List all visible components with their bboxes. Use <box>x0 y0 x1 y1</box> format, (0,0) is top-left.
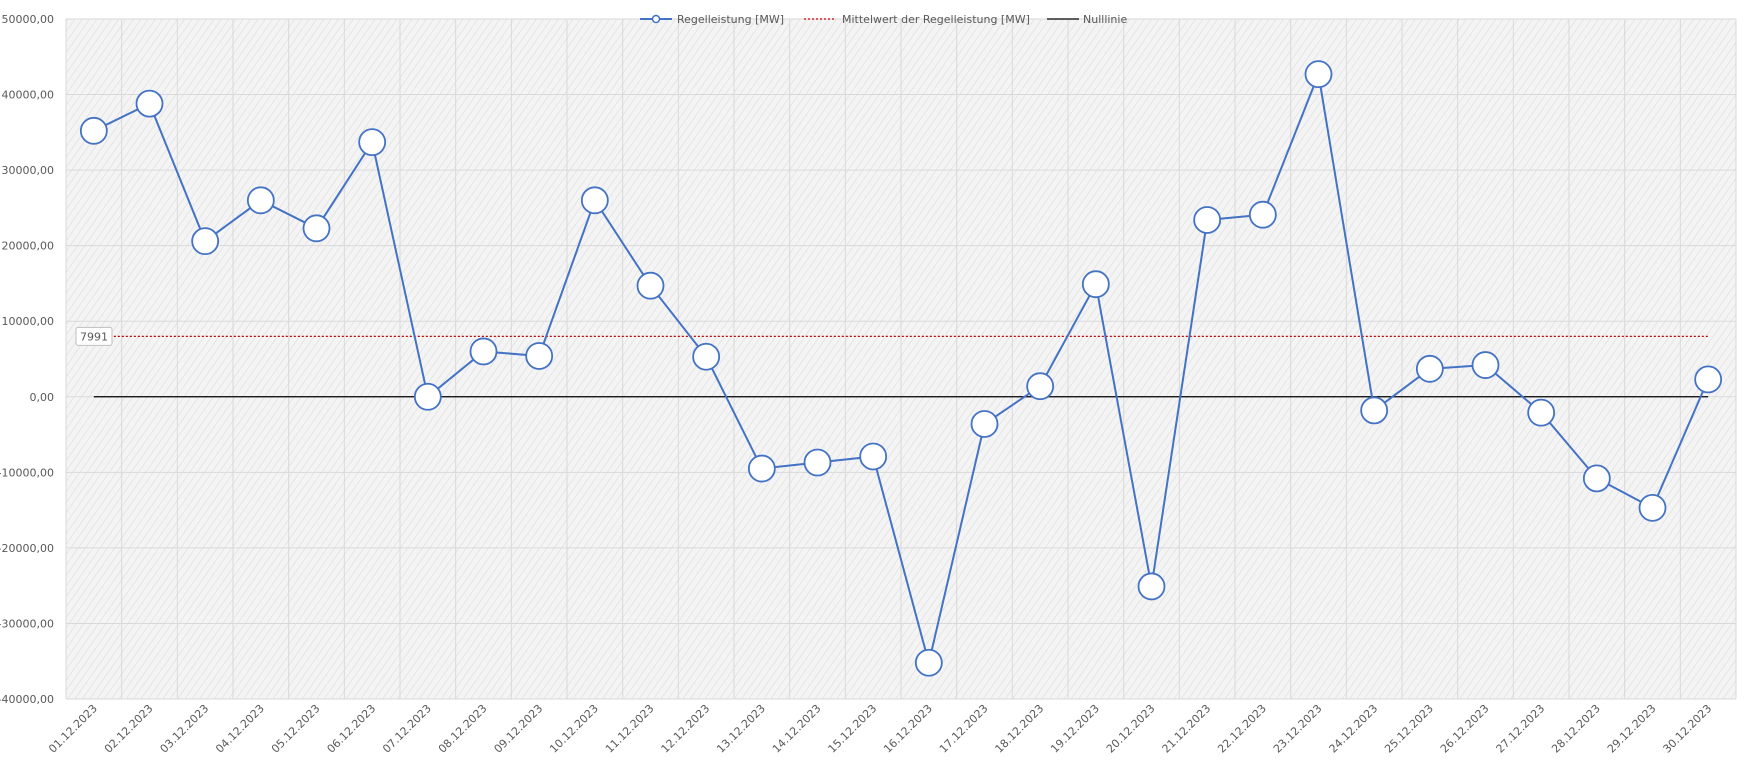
x-tick-label: 01.12.2023 <box>46 702 100 756</box>
y-tick-label: -40000,00 <box>0 693 54 706</box>
x-tick-label: 17.12.2023 <box>937 702 991 756</box>
data-point <box>803 448 832 477</box>
y-tick-label: -10000,00 <box>0 466 54 479</box>
data-point <box>135 89 164 118</box>
x-tick-label: 18.12.2023 <box>993 702 1047 756</box>
x-tick-label: 22.12.2023 <box>1215 702 1269 756</box>
x-tick-label: 07.12.2023 <box>380 702 434 756</box>
data-point <box>1026 372 1055 401</box>
x-tick-label: 13.12.2023 <box>714 702 768 756</box>
data-point <box>1694 365 1723 394</box>
y-axis: 50000,00 40000,00 30000,00 20000,00 10000,00… <box>0 13 54 706</box>
data-point <box>1471 351 1500 379</box>
data-point <box>914 648 943 677</box>
data-point <box>1582 464 1611 493</box>
data-point <box>246 186 275 215</box>
x-tick-label: 30.12.2023 <box>1661 702 1715 756</box>
y-tick-label: 10000,00 <box>2 315 55 328</box>
x-tick-label: 08.12.2023 <box>436 702 490 756</box>
data-point <box>580 186 609 215</box>
data-point <box>1193 206 1222 234</box>
x-tick-label: 02.12.2023 <box>102 702 156 756</box>
x-tick-label: 26.12.2023 <box>1438 702 1492 756</box>
y-tick-label: 40000,00 <box>2 89 55 102</box>
x-tick-label: 23.12.2023 <box>1271 702 1325 756</box>
data-point <box>747 454 776 483</box>
x-tick-label: 06.12.2023 <box>325 702 379 756</box>
data-point <box>1081 270 1110 299</box>
y-tick-label: 30000,00 <box>2 164 55 177</box>
mean-label-box <box>75 326 113 346</box>
x-axis: 01.12.2023 02.12.2023 03.12.2023 04.12.2023… <box>46 702 1714 756</box>
data-point <box>525 342 554 370</box>
x-tick-label: 11.12.2023 <box>603 702 657 756</box>
legend-label-mean: Mittelwert der Regelleistung [MW] <box>842 13 1030 26</box>
x-tick-label: 03.12.2023 <box>158 702 212 756</box>
x-tick-label: 04.12.2023 <box>213 702 267 756</box>
data-point <box>469 337 498 366</box>
data-point <box>358 128 387 157</box>
data-point <box>191 227 220 256</box>
data-point <box>1304 60 1333 89</box>
data-point <box>636 271 665 300</box>
x-tick-label: 05.12.2023 <box>269 702 323 756</box>
x-tick-label: 20.12.2023 <box>1104 702 1158 756</box>
data-point <box>1527 398 1556 427</box>
x-tick-label: 14.12.2023 <box>770 702 824 756</box>
y-tick-label: 20000,00 <box>2 240 55 253</box>
x-tick-label: 25.12.2023 <box>1382 702 1436 756</box>
y-tick-label: 0,00 <box>30 391 55 404</box>
x-tick-label: 24.12.2023 <box>1327 702 1381 756</box>
x-tick-label: 27.12.2023 <box>1494 702 1548 756</box>
x-tick-label: 10.12.2023 <box>547 702 601 756</box>
data-point <box>302 214 331 243</box>
x-tick-label: 09.12.2023 <box>492 702 546 756</box>
x-tick-label: 28.12.2023 <box>1549 702 1603 756</box>
mean-data-label: 7991 <box>80 330 108 343</box>
data-point <box>1415 354 1444 383</box>
data-point <box>692 342 721 371</box>
data-point <box>970 410 999 438</box>
legend: Regelleistung [MW] Mittelwert der Regelle… <box>640 13 1127 26</box>
data-point <box>1360 396 1389 425</box>
data-points <box>79 60 1723 677</box>
data-point <box>1248 200 1277 229</box>
x-tick-label: 16.12.2023 <box>881 702 935 756</box>
y-tick-label: -20000,00 <box>0 542 54 555</box>
x-tick-label: 19.12.2023 <box>1048 702 1102 756</box>
y-tick-label: -30000,00 <box>0 617 54 630</box>
gridlines <box>65 18 1737 700</box>
data-point <box>1638 493 1667 522</box>
y-tick-label: 50000,00 <box>2 13 55 26</box>
legend-label-zero: Nulllinie <box>1083 13 1127 26</box>
data-point <box>859 442 888 471</box>
x-tick-label: 21.12.2023 <box>1160 702 1214 756</box>
data-point <box>413 382 442 411</box>
x-tick-label: 15.12.2023 <box>826 702 880 756</box>
data-point <box>79 116 108 145</box>
x-tick-label: 29.12.2023 <box>1605 702 1659 756</box>
x-tick-label: 12.12.2023 <box>659 702 713 756</box>
legend-marker-regelleistung <box>651 14 661 24</box>
data-point <box>1137 572 1166 601</box>
legend-label-regelleistung: Regelleistung [MW] <box>677 13 784 26</box>
